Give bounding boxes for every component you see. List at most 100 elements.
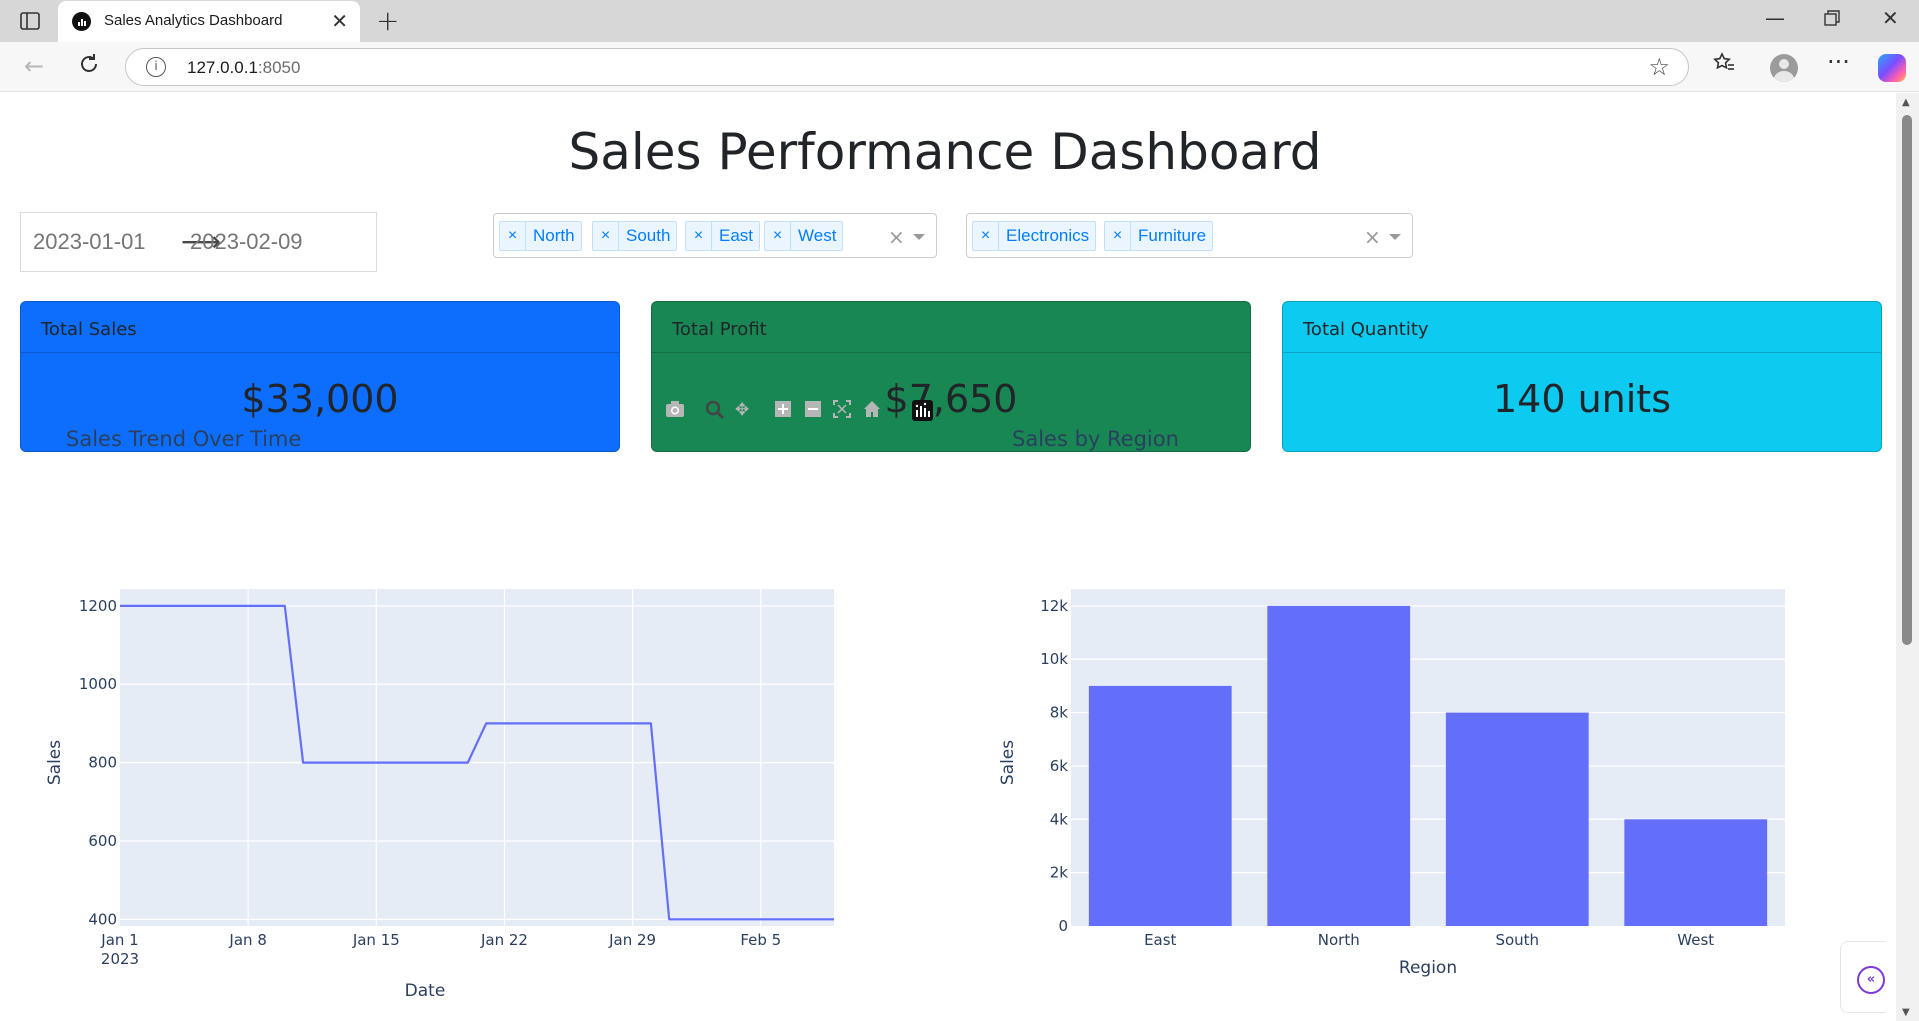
category-chip-electronics[interactable]: × Electronics xyxy=(972,221,1097,251)
remove-icon[interactable]: × xyxy=(686,222,712,250)
y-tick-label: 800 xyxy=(88,754,117,772)
remove-icon[interactable]: × xyxy=(1105,222,1131,250)
chip-label: Electronics xyxy=(1006,226,1090,245)
total-profit-card: Total Profit $7,650 xyxy=(651,301,1251,452)
page-scrollbar[interactable]: ▲ ▼ xyxy=(1896,93,1919,1021)
y-tick-label: 400 xyxy=(88,910,117,928)
scroll-down-icon[interactable]: ▼ xyxy=(1902,1007,1910,1018)
y-tick-label: 8k xyxy=(1050,704,1069,722)
x-tick-label: Jan 8 xyxy=(228,931,266,949)
zoom-out-icon[interactable] xyxy=(804,400,822,423)
url-port: :8050 xyxy=(257,58,301,77)
pan-icon[interactable]: ✥ xyxy=(735,400,750,420)
chip-label: South xyxy=(626,226,671,245)
x-tick-label: South xyxy=(1495,931,1539,949)
copilot-icon[interactable] xyxy=(1878,54,1906,82)
chip-label: West xyxy=(798,226,837,245)
total-quantity-card: Total Quantity 140 units xyxy=(1282,301,1882,452)
tab-actions-icon[interactable] xyxy=(18,9,42,33)
plotly-logo-icon[interactable] xyxy=(912,400,933,426)
tab-close-icon[interactable]: ✕ xyxy=(331,9,348,33)
page-viewport: Sales Performance Dashboard 2023-01-01 ⟶… xyxy=(5,93,1885,1021)
remove-icon[interactable]: × xyxy=(593,222,619,250)
home-icon[interactable] xyxy=(863,400,881,423)
bar-south xyxy=(1445,712,1589,926)
x-tick-label: Jan 29 xyxy=(608,931,656,949)
more-options-icon[interactable]: ··· xyxy=(1827,48,1850,76)
remove-icon[interactable]: × xyxy=(765,222,791,250)
line-chart-title: Sales Trend Over Time xyxy=(66,427,302,451)
y-axis-title: Sales xyxy=(45,740,65,785)
tab-title: Sales Analytics Dashboard xyxy=(104,12,283,29)
arrow-right-icon: ⟶ xyxy=(181,225,222,258)
collapse-chevrons-icon: « xyxy=(1857,966,1885,994)
date-range-picker[interactable]: 2023-01-01 ⟶ 2023-02-09 xyxy=(20,212,377,272)
sales-by-region-bar-chart[interactable]: 12k 10k 8k 6k 4k 2k 0 East North South West Region S… xyxy=(945,473,1825,1021)
region-dropdown[interactable]: × North × South × East × West × xyxy=(493,213,937,258)
x-tick-year-label: 2023 xyxy=(101,950,139,968)
total-sales-card: Total Sales $33,000 xyxy=(20,301,620,452)
region-chip-south[interactable]: × South xyxy=(592,221,678,251)
remove-icon[interactable]: × xyxy=(973,222,999,250)
bar-west xyxy=(1624,819,1768,926)
plot-area xyxy=(120,589,834,926)
clear-icon[interactable]: × xyxy=(888,225,905,249)
restore-icon[interactable] xyxy=(1823,8,1841,32)
reload-icon[interactable] xyxy=(77,52,101,82)
region-chip-north[interactable]: × North xyxy=(499,221,582,251)
back-icon[interactable]: ← xyxy=(24,52,45,80)
category-dropdown[interactable]: × Electronics × Furniture × xyxy=(966,213,1413,258)
y-axis-title: Sales xyxy=(998,740,1018,785)
x-tick-label: Jan 22 xyxy=(480,931,528,949)
sales-trend-line-chart[interactable]: Jan 1 Jan 8 Jan 15 Jan 22 Jan 29 Feb 5 2023 120… xyxy=(5,473,905,1021)
scroll-up-icon[interactable]: ▲ xyxy=(1902,97,1910,108)
window-close-icon[interactable]: ✕ xyxy=(1882,6,1899,30)
x-axis-title: Region xyxy=(1399,958,1457,978)
x-tick-label: Feb 5 xyxy=(740,931,781,949)
url-host: 127.0.0.1 xyxy=(187,58,258,77)
x-tick-label: Jan 15 xyxy=(352,931,400,949)
zoom-icon[interactable] xyxy=(705,400,725,425)
camera-icon[interactable] xyxy=(665,400,685,423)
card-value: 140 units xyxy=(1492,377,1672,421)
site-info-icon[interactable]: i xyxy=(146,57,166,77)
card-header: Total Sales xyxy=(21,302,619,353)
card-header: Total Quantity xyxy=(1283,302,1881,353)
favorites-icon[interactable] xyxy=(1712,51,1736,81)
bar-north xyxy=(1267,605,1411,926)
address-bar[interactable]: i 127.0.0.1:8050 ☆ xyxy=(125,48,1689,86)
y-tick-label: 12k xyxy=(1040,597,1068,615)
region-chip-east[interactable]: × East xyxy=(685,221,761,251)
card-value: $7,650 xyxy=(884,377,1018,421)
new-tab-icon[interactable]: + xyxy=(376,4,400,37)
date-start-input[interactable]: 2023-01-01 xyxy=(33,229,146,254)
zoom-in-icon[interactable] xyxy=(774,400,792,423)
x-tick-label: East xyxy=(1144,931,1176,949)
clear-icon[interactable]: × xyxy=(1364,225,1381,249)
bar-chart-title: Sales by Region xyxy=(1012,427,1179,451)
scrollbar-thumb[interactable] xyxy=(1902,115,1912,645)
browser-tab-bar: Sales Analytics Dashboard ✕ + — ✕ xyxy=(0,0,1919,42)
y-tick-label: 4k xyxy=(1050,810,1069,828)
sidebar-toggle[interactable]: « xyxy=(1840,941,1885,1013)
autoscale-icon[interactable] xyxy=(833,400,851,423)
region-chip-west[interactable]: × West xyxy=(764,221,844,251)
url-text[interactable]: 127.0.0.1:8050 xyxy=(187,58,300,78)
category-chip-furniture[interactable]: × Furniture xyxy=(1104,221,1214,251)
minimize-icon[interactable]: — xyxy=(1765,6,1785,30)
profile-avatar[interactable] xyxy=(1770,54,1798,82)
x-axis-title: Date xyxy=(405,981,446,1001)
dashboard-favicon-icon xyxy=(72,12,91,31)
chip-label: Furniture xyxy=(1138,226,1207,245)
favorite-star-icon[interactable]: ☆ xyxy=(1648,53,1670,81)
y-tick-label: 6k xyxy=(1050,757,1069,775)
x-tick-label: North xyxy=(1318,931,1360,949)
remove-icon[interactable]: × xyxy=(500,222,526,250)
x-tick-label: Jan 1 xyxy=(100,931,138,949)
browser-tab-active[interactable]: Sales Analytics Dashboard ✕ xyxy=(58,1,360,42)
caret-down-icon[interactable] xyxy=(1389,234,1401,240)
date-end-input[interactable]: 2023-02-09 xyxy=(190,229,303,254)
caret-down-icon[interactable] xyxy=(913,234,925,240)
browser-toolbar: ← i 127.0.0.1:8050 ☆ ··· xyxy=(0,42,1919,92)
sales-trend-series-line xyxy=(120,604,834,921)
